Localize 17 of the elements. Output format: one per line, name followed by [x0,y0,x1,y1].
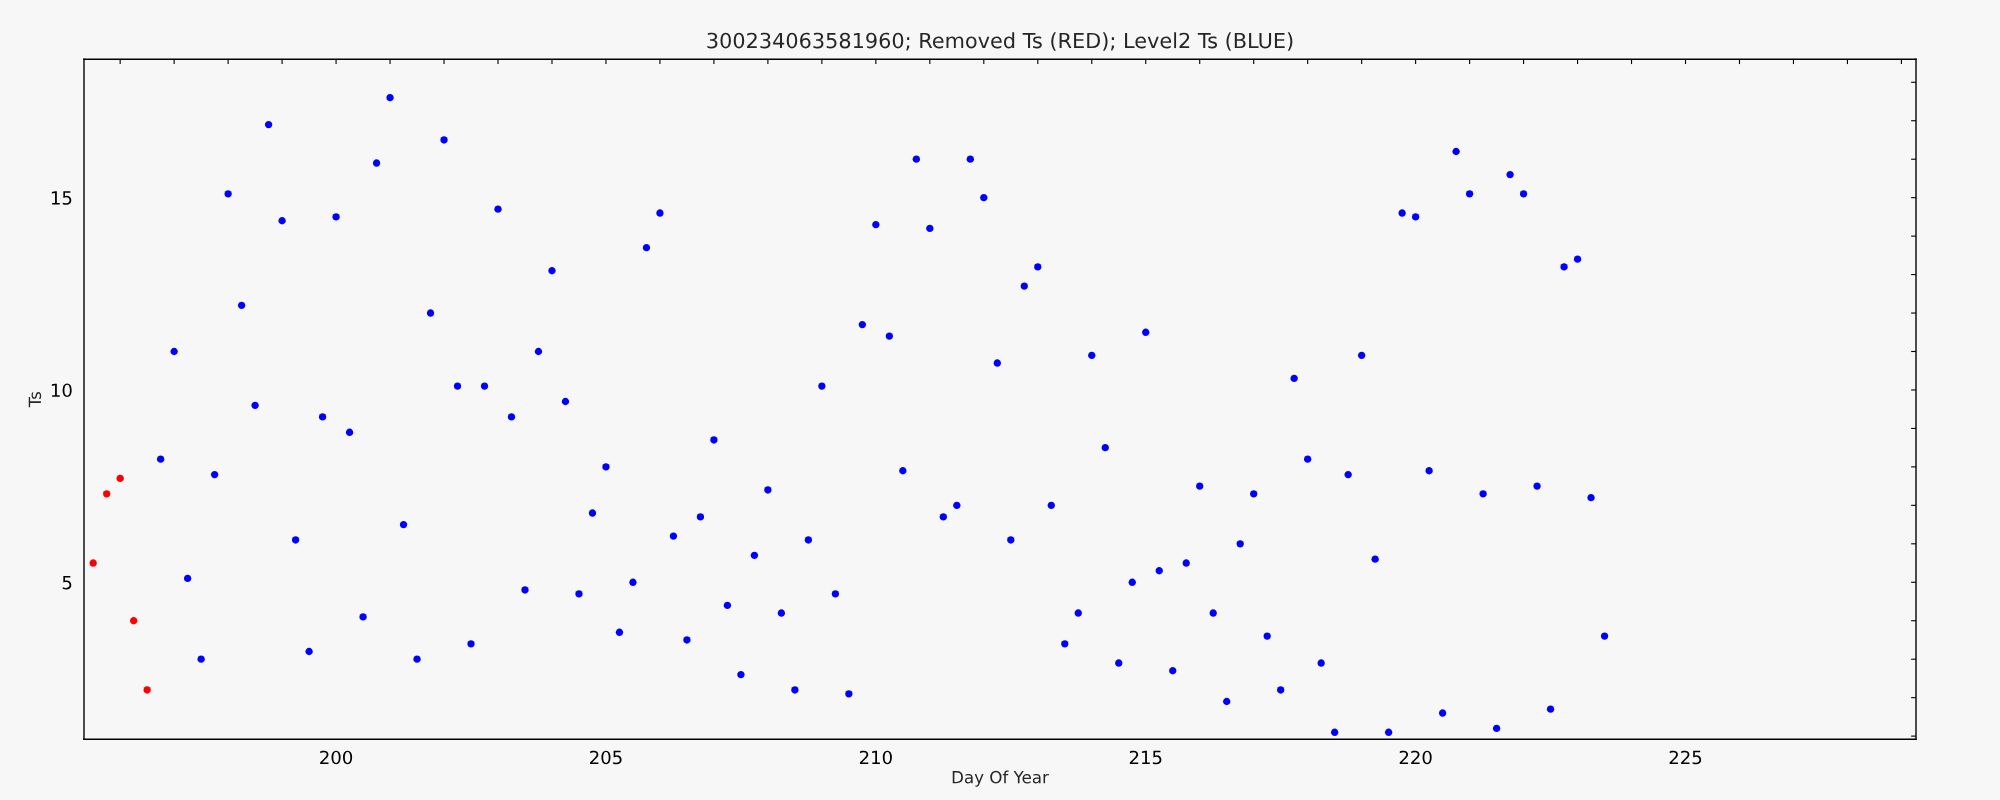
point [89,559,97,567]
x-tick-label: 220 [1399,750,1432,765]
point [143,686,151,694]
x-axis-title: Day Of Year [952,770,1049,787]
x-tick-label: 205 [590,750,622,765]
x-tick-label: 200 [320,750,353,765]
point [103,490,111,498]
y-tick-label: 15 [51,191,72,205]
y-axis-title: Ts [28,391,42,408]
point [129,617,138,625]
x-tick-label: 210 [859,750,892,765]
x-tick-label: 225 [1669,750,1702,765]
y-tick-label: 10 [51,383,72,398]
x-tick-label: 215 [1129,750,1162,765]
point [116,474,124,483]
y-tick-label: 5 [62,575,72,590]
chart-title: 300234063581960; Removed Ts (RED); Level2 Ts (BLUE) [707,32,1293,51]
